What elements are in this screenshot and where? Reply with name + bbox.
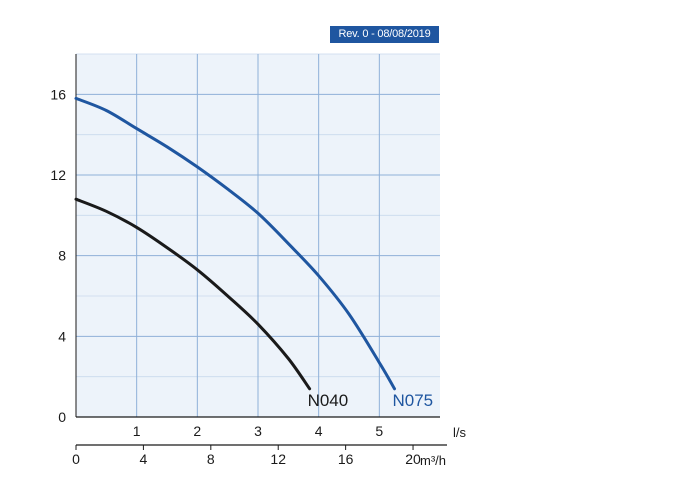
x-tick-label: 5 bbox=[375, 423, 383, 439]
series-line-n040 bbox=[74, 197, 312, 391]
series-label-n075: N075 bbox=[393, 391, 434, 410]
x-tick-label: 2 bbox=[193, 423, 201, 439]
series-line-n075 bbox=[74, 96, 396, 391]
x-axis-unit-label: l/s bbox=[453, 425, 467, 440]
y-tick-label: 8 bbox=[58, 248, 66, 264]
y-tick-label: 4 bbox=[58, 328, 66, 344]
x2-tick-label: 20 bbox=[405, 451, 421, 467]
x-tick-label: 3 bbox=[254, 423, 262, 439]
x2-tick-label: 8 bbox=[207, 451, 215, 467]
x-tick-label: 4 bbox=[315, 423, 323, 439]
x2-tick-label: 12 bbox=[270, 451, 286, 467]
revision-badge: Rev. 0 - 08/08/2019 bbox=[330, 26, 439, 43]
y-tick-label: 16 bbox=[50, 86, 66, 102]
y-tick-label: 0 bbox=[58, 409, 66, 425]
x2-tick-label: 16 bbox=[338, 451, 354, 467]
series-lines: N040 N075 bbox=[74, 96, 434, 410]
grid-lines bbox=[76, 53, 440, 417]
y-tick-label: 12 bbox=[50, 167, 66, 183]
series-label-n040: N040 bbox=[308, 391, 349, 410]
x2-tick-label: 0 bbox=[72, 451, 80, 467]
axes bbox=[75, 54, 447, 446]
x-tick-label: 1 bbox=[133, 423, 141, 439]
x2-axis-unit-label: m³/h bbox=[420, 453, 446, 468]
x2-tick-label: 4 bbox=[140, 451, 148, 467]
